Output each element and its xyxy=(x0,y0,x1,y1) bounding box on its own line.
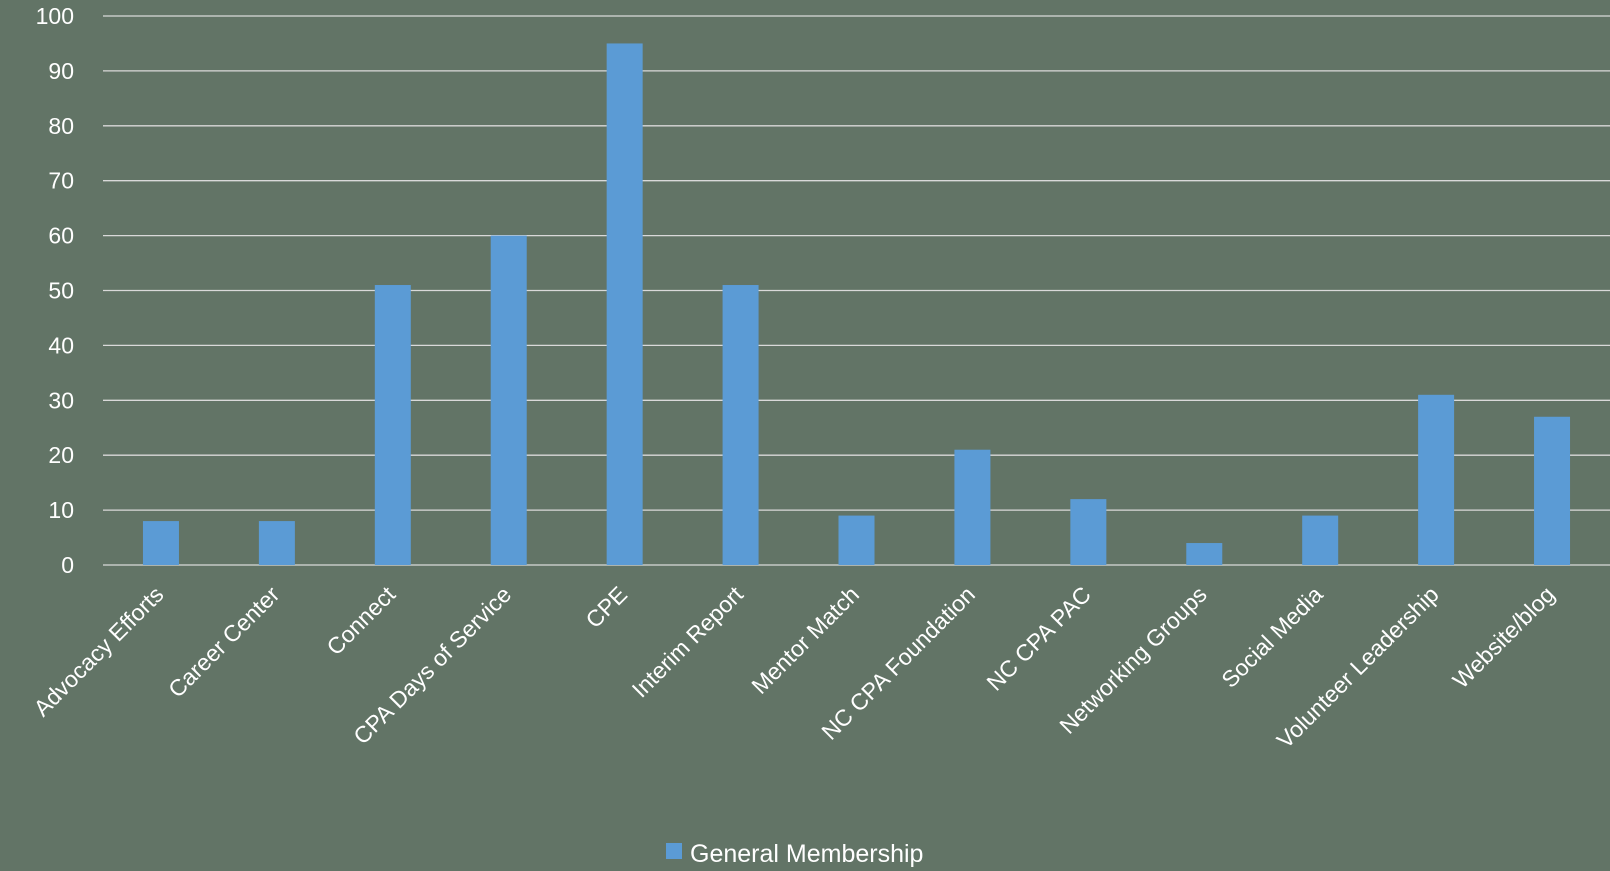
bar-volunteer-leadership xyxy=(1418,394,1455,565)
legend-swatch xyxy=(666,843,682,859)
y-tick-label: 0 xyxy=(61,552,74,578)
legend: General Membership xyxy=(666,840,923,868)
x-category-label: Social Media xyxy=(1216,581,1328,693)
y-tick-label: 40 xyxy=(48,332,74,358)
y-tick-label: 30 xyxy=(48,387,74,413)
x-category-label: CPE xyxy=(580,581,632,633)
x-category-label: Career Center xyxy=(163,581,285,703)
bar-cpe xyxy=(606,43,643,565)
x-category-label: Interim Report xyxy=(627,581,749,703)
y-tick-label: 20 xyxy=(48,442,74,468)
legend-label: General Membership xyxy=(690,840,923,868)
bar-social-media xyxy=(1302,515,1339,565)
y-tick-label: 70 xyxy=(48,168,74,194)
x-category-label: Advocacy Efforts xyxy=(28,581,168,721)
bar-cpa-days-of-service xyxy=(490,235,527,565)
bars xyxy=(142,43,1571,565)
y-tick-label: 90 xyxy=(48,58,74,84)
bar-website-blog xyxy=(1534,416,1571,565)
bar-networking-groups xyxy=(1186,543,1223,565)
y-tick-label: 10 xyxy=(48,497,74,523)
y-tick-label: 100 xyxy=(36,3,74,29)
bar-connect xyxy=(374,285,411,565)
y-tick-label: 60 xyxy=(48,223,74,249)
bar-advocacy-efforts xyxy=(142,521,179,565)
bar-nc-cpa-pac xyxy=(1070,499,1107,565)
y-axis-tick-labels: 0 10 20 30 40 50 60 70 80 90 100 xyxy=(36,3,74,578)
bar-nc-cpa-foundation xyxy=(954,449,991,565)
x-category-label: NC CPA PAC xyxy=(981,581,1095,695)
x-category-label: Connect xyxy=(321,581,400,660)
bar-interim-report xyxy=(722,285,759,565)
x-category-label: Mentor Match xyxy=(746,581,864,699)
bar-mentor-match xyxy=(838,515,875,565)
y-tick-label: 80 xyxy=(48,113,74,139)
bar-career-center xyxy=(258,521,295,565)
x-category-label: Website/blog xyxy=(1447,581,1559,693)
gridlines xyxy=(103,15,1610,566)
y-tick-label: 50 xyxy=(48,278,74,304)
